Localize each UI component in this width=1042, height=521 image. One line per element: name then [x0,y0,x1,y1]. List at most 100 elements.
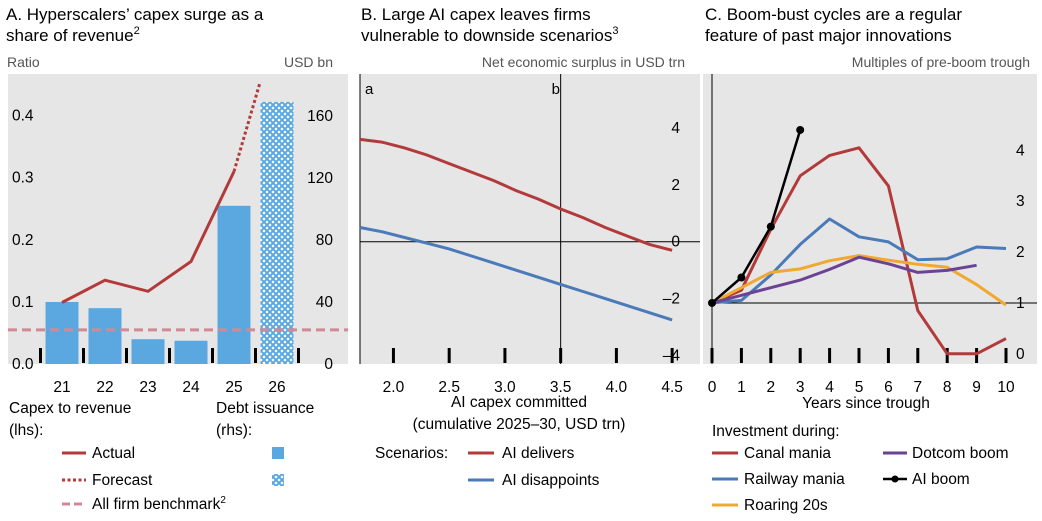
panel-a-right-tick-label: 160 [307,108,333,125]
legend-c-ai-label: AI boom [912,471,970,488]
legend-c-heading: Investment during: [712,423,840,440]
panel-b-y-tick-label: –4 [663,347,681,364]
panel-c-x-tick-label: 10 [997,379,1015,396]
panel-a-actual-line [61,170,236,304]
panel-a-left-tick-label: 0.3 [12,170,34,187]
panel-b-x-axis-label-line2: (cumulative 2025–30, USD trn) [413,416,626,433]
panel-b-title-line1: B. Large AI capex leaves firms [361,5,591,24]
legend-a-forecast-label: Forecast [92,472,153,489]
panel-b-lines [359,137,673,322]
panel-c-title-line2: feature of past major innovations [705,26,952,45]
panel-c-marker-ai-boom [796,125,805,134]
panel-a-right-tick-label: 0 [324,356,333,373]
panel-a-left-tick-label: 0.0 [12,356,34,373]
panel-a-bar-debt-25 [217,205,251,364]
panel-c: C. Boom-bust cycles are a regular featur… [703,5,1037,514]
panel-a-x-tick-label: 21 [53,379,70,396]
panel-b-title-superscript: 3 [612,25,618,37]
panel-b-y-tick-label: 2 [671,177,680,194]
panel-c-x-tick-label: 9 [972,379,981,396]
legend-c-dotcom-label: Dotcom boom [912,445,1008,462]
legend-b-disappoints-label: AI disappoints [502,472,600,489]
panel-b-line-ai-delivers [359,137,673,252]
panel-b-x-tick-label: 4.5 [661,379,683,396]
panel-c-x-tick-label: 5 [855,379,864,396]
panel-a-bar-debt-21 [45,301,79,364]
panel-b-divider-label: b [552,81,560,98]
panel-a-x-tick-label: 24 [182,379,200,396]
panel-c-line-canal-mania [711,146,1007,356]
legend-a-benchmark-superscript: 2 [220,495,226,506]
panel-a-right-tick-label: 40 [316,294,334,311]
panel-c-marker-ai-boom [708,298,716,307]
panel-b-line-ai-disappoints [359,226,673,322]
panel-a-bar-debt-22 [88,308,122,364]
panel-b-y-axis-label: Net economic surplus in USD trn [482,54,685,70]
panel-b-y-tick-label: –2 [663,291,680,308]
panel-c-title-line1: C. Boom-bust cycles are a regular [705,5,962,24]
panel-b-x-axis-label-line1: AI capex committed [451,394,587,411]
panel-a-right-tick-label: 80 [316,232,334,249]
panel-a-bars [45,101,294,365]
panel-a-bar-debt-24 [174,340,208,364]
panel-a-title-superscript: 2 [134,25,140,37]
legend-a-capex-heading-line2: (lhs): [9,422,43,439]
panel-c-y-tick-label: 2 [1016,244,1025,261]
panel-c-lines [708,125,1007,356]
panel-c-line-railway-mania [711,217,1007,305]
panel-a-right-axis-unit: USD bn [284,54,333,70]
panel-b-title-line2: vulnerable to downside scenarios3 [361,25,619,45]
legend-a-debt-forecast-swatch [272,474,284,486]
panel-c-x-tick-label: 2 [766,379,775,396]
panel-c-line-ai-boom [711,129,802,304]
panel-c-line-roaring-20s [711,254,1007,307]
panel-b-divider-label: a [365,81,374,98]
panel-a-bar-debt-forecast-26 [260,101,294,365]
legend-c-canal-label: Canal mania [744,445,831,462]
legend-a-benchmark-label: All firm benchmark2 [92,495,226,513]
panel-b: B. Large AI capex leaves firms vulnerabl… [359,5,700,489]
panel-c-x-tick-label: 4 [825,379,834,396]
panel-a-x-tick-label: 22 [96,379,113,396]
panel-a-forecast-line [232,82,262,172]
panel-b-y-tick-label: 0 [671,234,680,251]
panel-c-y-tick-label: 1 [1016,295,1025,312]
panel-a-x-tick-label: 25 [225,379,242,396]
panel-a-x-tick-label: 23 [139,379,156,396]
panel-a-lines [8,82,348,332]
panel-c-plot-area [703,74,1037,364]
panel-a: A. Hyperscalers’ capex surge as a share … [6,5,348,513]
panel-b-tick-labels: a b 2.0 2.5 3.0 3.5 4.0 4.5 4 2 0 –2 –4 [365,81,683,396]
panel-c-marker-ai-boom [766,222,775,231]
panel-c-marker-ai-boom [737,273,746,282]
panel-c-x-tick-label: 0 [708,379,717,396]
legend-a-debt-actual-swatch [272,447,284,459]
panel-c-x-tick-label: 3 [796,379,805,396]
panel-a-title-line2: share of revenue2 [6,25,140,45]
legend-a-debt-heading-line2: (rhs): [216,422,252,439]
panel-a-bar-debt-23 [131,339,165,364]
panel-a-left-tick-label: 0.1 [12,294,34,311]
panel-c-x-tick-label: 7 [913,379,922,396]
panel-a-left-axis-unit: Ratio [7,54,40,70]
panel-a-right-tick-label: 120 [307,170,333,187]
legend-b-delivers-label: AI delivers [502,445,575,462]
panel-b-y-tick-label: 4 [671,120,680,137]
legend-c-roaring-label: Roaring 20s [744,497,828,514]
panel-a-tick-labels: 21 22 23 24 25 26 0.0 0.1 0.2 0.3 0.4 0 40 80 120 160 [12,108,333,396]
panel-c-x-tick-label: 6 [884,379,893,396]
legend-c-railway-label: Railway mania [744,471,845,488]
panel-a-ticks [39,348,300,363]
panel-c-x-axis-label: Years since trough [802,395,930,412]
panel-b-plot-area [360,74,700,364]
panel-b-x-tick-label: 2.0 [383,379,405,396]
panel-a-title-line2-text: share of revenue [6,26,134,45]
legend-a-debt-heading-line1: Debt issuance [216,400,314,417]
panel-a-left-tick-label: 0.2 [12,232,34,249]
panel-b-x-tick-label: 3.5 [550,379,572,396]
panel-c-y-tick-label: 3 [1016,193,1025,210]
panel-c-y-axis-label: Multiples of pre-boom trough [852,54,1030,70]
legend-c-ai-marker [891,475,899,483]
